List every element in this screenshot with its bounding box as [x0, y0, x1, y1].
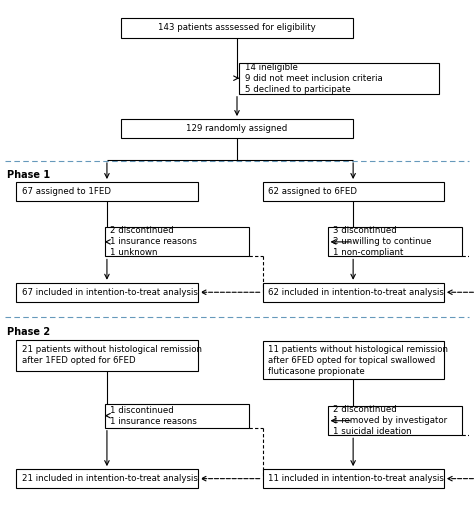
FancyBboxPatch shape — [239, 63, 439, 94]
FancyBboxPatch shape — [105, 403, 248, 428]
Text: Phase 1: Phase 1 — [7, 170, 50, 180]
Text: 21 included in intention-to-treat analysis: 21 included in intention-to-treat analys… — [22, 474, 198, 483]
FancyBboxPatch shape — [263, 469, 444, 488]
FancyBboxPatch shape — [121, 17, 353, 38]
FancyBboxPatch shape — [328, 406, 462, 435]
FancyBboxPatch shape — [105, 227, 248, 256]
Text: 14 ineligible
9 did not meet inclusion criteria
5 declined to participate: 14 ineligible 9 did not meet inclusion c… — [245, 63, 383, 94]
FancyBboxPatch shape — [263, 341, 444, 379]
Text: 2 discontinued
1 insurance reasons
1 unknown: 2 discontinued 1 insurance reasons 1 unk… — [110, 226, 197, 258]
FancyBboxPatch shape — [121, 119, 353, 138]
Text: 67 assigned to 1FED: 67 assigned to 1FED — [22, 187, 111, 196]
FancyBboxPatch shape — [16, 283, 198, 302]
FancyBboxPatch shape — [328, 227, 462, 256]
Text: 11 included in intention-to-treat analysis: 11 included in intention-to-treat analys… — [268, 474, 444, 483]
FancyBboxPatch shape — [16, 340, 198, 371]
Text: 3 discontinued
2 unwilling to continue
1 non-compliant: 3 discontinued 2 unwilling to continue 1… — [333, 226, 432, 258]
FancyBboxPatch shape — [16, 182, 198, 201]
Text: 62 assigned to 6FED: 62 assigned to 6FED — [268, 187, 357, 196]
Text: 2 discontinued
1 removed by investigator
1 suicidal ideation: 2 discontinued 1 removed by investigator… — [333, 405, 447, 436]
Text: 21 patients without histological remission
after 1FED opted for 6FED: 21 patients without histological remissi… — [22, 345, 202, 365]
Text: 129 randomly assigned: 129 randomly assigned — [186, 124, 288, 133]
Text: 143 patients asssessed for eligibility: 143 patients asssessed for eligibility — [158, 23, 316, 32]
Text: 67 included in intention-to-treat analysis: 67 included in intention-to-treat analys… — [22, 288, 198, 297]
Text: 1 discontinued
1 insurance reasons: 1 discontinued 1 insurance reasons — [110, 406, 197, 426]
FancyBboxPatch shape — [263, 283, 444, 302]
FancyBboxPatch shape — [16, 469, 198, 488]
Text: 62 included in intention-to-treat analysis: 62 included in intention-to-treat analys… — [268, 288, 444, 297]
FancyBboxPatch shape — [263, 182, 444, 201]
Text: Phase 2: Phase 2 — [7, 326, 50, 337]
Text: 11 patients without histological remission
after 6FED opted for topical swallowe: 11 patients without histological remissi… — [268, 345, 448, 376]
